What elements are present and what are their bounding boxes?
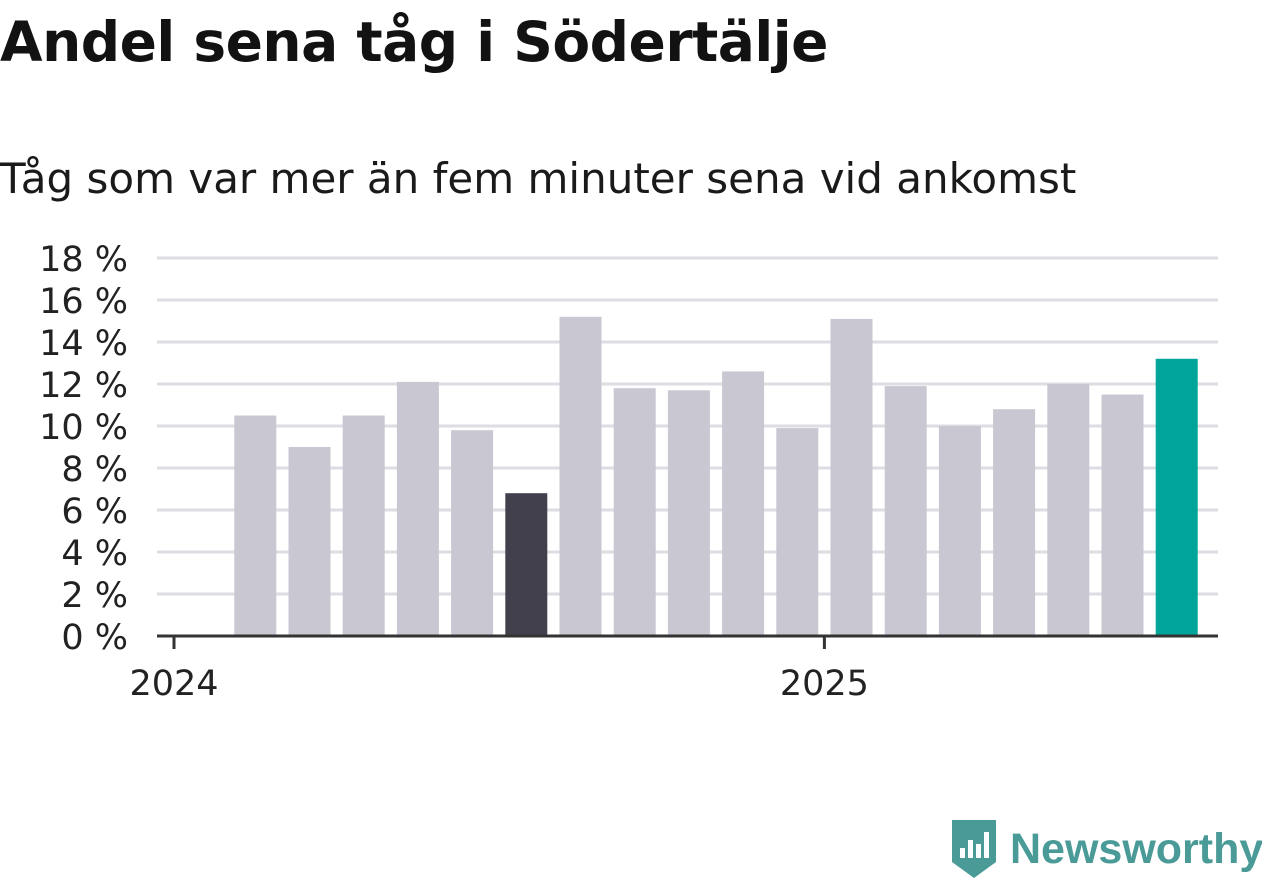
bar [1047, 384, 1090, 636]
chart-title: Andel sena tåg i Södertälje [0, 10, 828, 74]
y-tick-label: 10 % [39, 408, 128, 448]
bar [451, 430, 494, 636]
newsworthy-bar-chart-logo-icon [952, 820, 996, 878]
bar [234, 415, 277, 636]
bar [1155, 358, 1198, 636]
bar [830, 318, 873, 636]
bar [667, 390, 710, 636]
y-tick-label: 4 % [61, 534, 128, 574]
y-tick-label: 14 % [39, 324, 128, 364]
x-tick-label: 2025 [780, 664, 869, 704]
y-tick-label: 16 % [39, 282, 128, 322]
y-tick-label: 8 % [61, 450, 128, 490]
bar [938, 426, 981, 636]
bar [396, 381, 439, 636]
x-tick-label: 2024 [129, 664, 218, 704]
bar [505, 493, 548, 636]
y-tick-label: 2 % [61, 576, 128, 616]
bar [559, 316, 602, 636]
y-tick-label: 6 % [61, 492, 128, 532]
bar [722, 371, 765, 636]
y-tick-label: 18 % [39, 240, 128, 280]
y-tick-label: 12 % [39, 366, 128, 406]
bar [993, 409, 1036, 636]
bar [776, 428, 819, 636]
brand-logo: Newsworthy [948, 818, 1262, 880]
bar [1101, 394, 1144, 636]
chart-subtitle: Tåg som var mer än fem minuter sena vid … [0, 154, 1077, 203]
bar [613, 388, 656, 636]
y-tick-label: 0 % [61, 618, 128, 658]
bar [884, 386, 927, 636]
bar [288, 447, 331, 636]
brand-name: Newsworthy [1010, 824, 1262, 873]
bar [342, 415, 385, 636]
